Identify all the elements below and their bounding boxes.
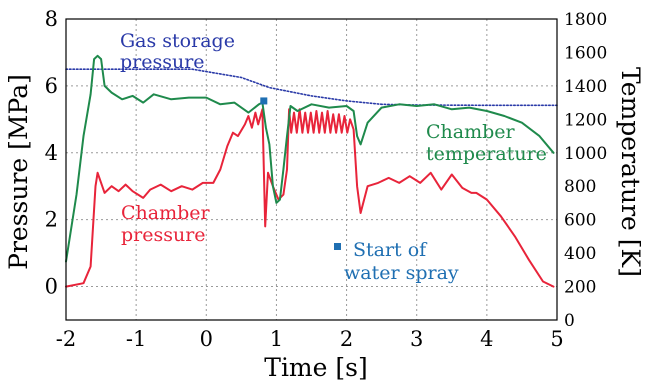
y-left-tick-label: 8	[45, 7, 58, 31]
y-right-tick-label: 0	[564, 311, 575, 331]
y-right-tick-label: 1600	[564, 43, 607, 63]
x-axis-title: Time [s]	[264, 353, 367, 382]
y-right-tick-label: 800	[564, 177, 596, 197]
y-right-tick-label: 1200	[564, 110, 607, 130]
x-tick-label: 5	[550, 327, 563, 351]
y-right-tick-label: 1000	[564, 144, 607, 164]
y-left-tick-label: 0	[45, 275, 58, 299]
water-spray-start-marker	[260, 97, 268, 105]
y-axis-title-left: Pressure [MPa]	[4, 74, 33, 270]
gas-storage-pressure-line	[65, 68, 558, 107]
y-left-tick-label: 2	[45, 208, 58, 232]
gas-storage-label-line1: Gas storage	[120, 30, 235, 52]
x-tick-label: 4	[480, 327, 493, 351]
plot-frame	[65, 18, 558, 321]
tick-labels: -2 -1 0 1 2 3 4 5024680200400600800100012001400…	[45, 7, 608, 351]
x-tick-label: 3	[410, 327, 423, 351]
x-tick-label: -2	[56, 327, 76, 351]
markers	[260, 97, 268, 105]
y-right-tick-label: 1800	[564, 10, 607, 30]
y-right-tick-label: 600	[564, 211, 596, 231]
water-spray-label-line1: Start of	[353, 239, 428, 261]
y-right-tick-label: 1400	[564, 77, 607, 97]
x-tick-label: -1	[126, 327, 146, 351]
x-tick-label: 0	[200, 327, 213, 351]
chamber-pressure-label-line1: Chamber	[121, 202, 211, 224]
y-right-tick-label: 200	[564, 278, 596, 298]
water-spray-label-line2: water spray	[344, 262, 459, 284]
y-left-tick-label: 6	[45, 74, 58, 98]
series-lines	[65, 54, 558, 288]
x-tick-label: 1	[270, 327, 283, 351]
chamber-temperature-label-line2: temperature	[426, 143, 547, 165]
x-tick-label: 2	[340, 327, 353, 351]
gas-storage-label-line2: pressure	[120, 51, 205, 73]
y-left-tick-label: 4	[45, 141, 58, 165]
chamber-pressure-label-line2: pressure	[121, 224, 206, 246]
chamber-temperature-label-line1: Chamber	[426, 121, 516, 143]
water-spray-legend-marker	[334, 243, 341, 250]
chamber-temperature-line	[65, 54, 555, 263]
chamber-pressure-line	[65, 108, 555, 288]
y-axis-title-right: Temperature [K]	[616, 67, 645, 277]
y-right-tick-label: 400	[564, 244, 596, 264]
